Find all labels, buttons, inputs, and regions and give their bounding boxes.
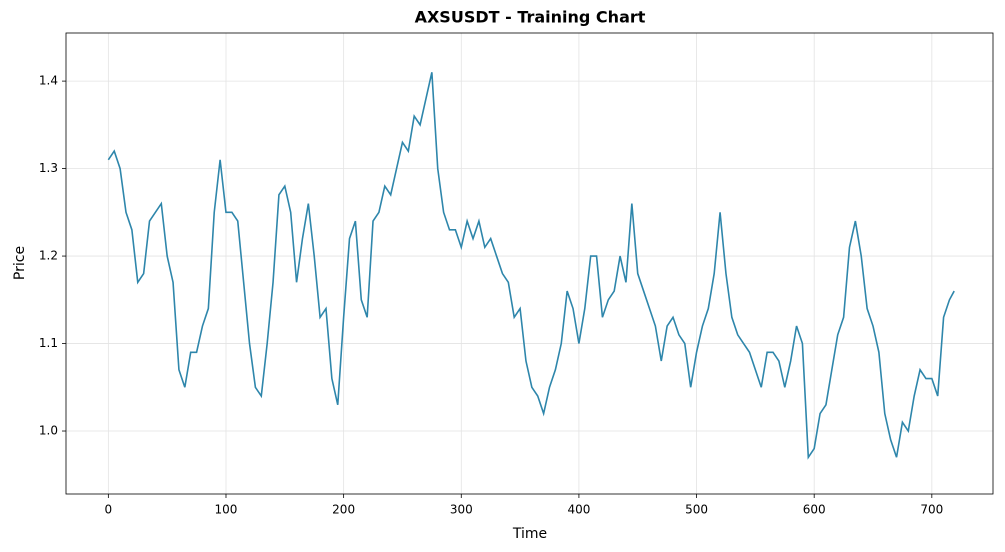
y-tick-label: 1.1 — [39, 336, 58, 350]
x-tick-label: 600 — [803, 503, 826, 517]
x-tick-label: 500 — [685, 503, 708, 517]
x-tick-label: 100 — [215, 503, 238, 517]
plot-frame — [65, 32, 994, 495]
x-tick-label: 0 — [105, 503, 113, 517]
y-tick-label: 1.3 — [39, 161, 58, 175]
x-tick-label: 400 — [567, 503, 590, 517]
price-line — [107, 72, 955, 460]
chart-title: AXSUSDT - Training Chart — [415, 8, 646, 27]
y-tick-label: 1.0 — [39, 424, 58, 438]
y-tick-label: 1.4 — [39, 74, 58, 88]
x-axis-label: Time — [512, 526, 547, 542]
x-tick-label: 200 — [332, 503, 355, 517]
x-tick-label: 700 — [920, 503, 943, 517]
x-tick-label: 300 — [450, 503, 473, 517]
y-axis-label: Price — [12, 246, 28, 280]
y-tick-label: 1.2 — [39, 249, 58, 263]
